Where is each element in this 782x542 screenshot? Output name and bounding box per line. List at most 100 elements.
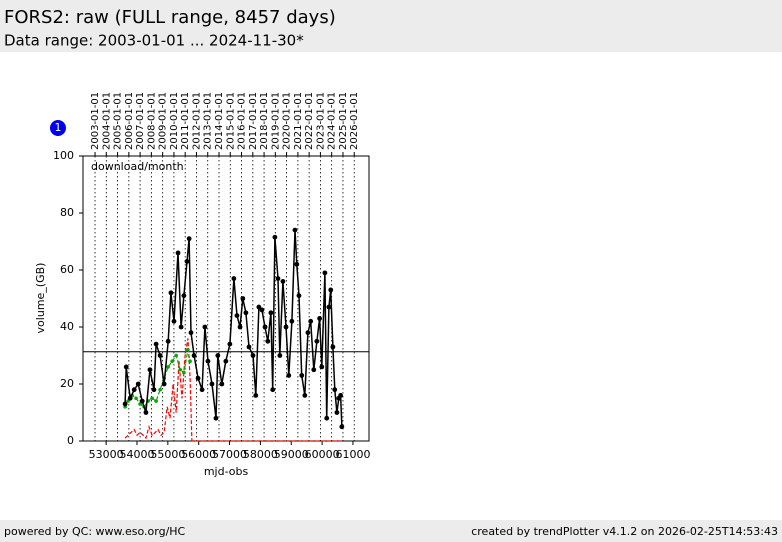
top-tick-label: 2019-01-01: [270, 92, 281, 150]
page-subtitle: Data range: 2003-01-01 ... 2024-11-30*: [4, 32, 304, 50]
series-point: [213, 415, 219, 421]
series-point: [188, 359, 192, 364]
top-tick-label: 2023-01-01: [315, 92, 326, 150]
series-point: [268, 310, 274, 316]
series-point: [296, 293, 302, 299]
series-point: [314, 338, 320, 344]
top-tick-label: 2021-01-01: [293, 92, 304, 150]
series-point: [134, 396, 138, 401]
y-tick-label: 80: [60, 206, 74, 219]
series-point: [302, 393, 308, 398]
series-point: [283, 324, 289, 330]
series-point: [135, 381, 141, 387]
series-point: [154, 399, 158, 403]
top-tick-label: 2005-01-01: [113, 92, 124, 150]
top-tick-label: 2024-01-01: [327, 92, 338, 150]
series-point: [150, 396, 154, 401]
top-tick-label: 2016-01-01: [237, 92, 248, 150]
page-title: FORS2: raw (FULL range, 8457 days): [4, 7, 336, 28]
series-point: [250, 353, 256, 358]
series-point: [147, 367, 153, 373]
series-point: [256, 304, 262, 310]
x-tick-label: 55000: [150, 448, 185, 461]
series-point: [227, 341, 233, 347]
series-point: [265, 338, 271, 344]
annotation: download/month: [91, 160, 184, 173]
series-point: [338, 393, 344, 398]
series-point: [215, 353, 221, 358]
series-point: [240, 296, 246, 301]
series-point: [292, 227, 298, 233]
series-point: [174, 353, 178, 358]
badge-label[interactable]: 1: [55, 121, 62, 134]
series-point: [223, 358, 229, 364]
series-point: [231, 276, 237, 281]
series-point: [332, 387, 338, 393]
top-tick-label: 2013-01-01: [203, 92, 214, 150]
series-point: [272, 234, 278, 240]
series-line: [124, 338, 342, 442]
top-tick-label: 2025-01-01: [338, 92, 349, 150]
top-tick-label: 2022-01-01: [304, 92, 315, 150]
series-point: [246, 344, 252, 350]
x-tick-label: 56000: [181, 448, 216, 461]
series-point: [270, 387, 276, 393]
series-point: [234, 313, 240, 318]
series-point: [311, 367, 317, 373]
top-tick-label: 2007-01-01: [135, 92, 146, 150]
top-tick-label: 2026-01-01: [349, 92, 360, 150]
series-point: [175, 250, 181, 256]
series-point: [205, 358, 211, 364]
top-tick-label: 2008-01-01: [146, 92, 157, 150]
footer-band: [0, 520, 782, 542]
series-point: [259, 307, 265, 313]
series-point: [123, 364, 129, 370]
top-tick-label: 2003-01-01: [90, 92, 101, 150]
footer-right: created by trendPlotter v4.1.2 on 2026-0…: [471, 525, 778, 538]
series-point: [299, 373, 305, 378]
series-point: [127, 395, 133, 401]
series-point: [209, 381, 215, 387]
series-point: [171, 318, 177, 324]
series-point: [165, 338, 171, 344]
series-point: [191, 353, 197, 358]
series-point: [161, 381, 167, 387]
top-tick-label: 2015-01-01: [225, 92, 236, 150]
series-point: [181, 293, 187, 299]
series-point: [166, 365, 170, 369]
series-point: [334, 410, 340, 415]
y-axis-label: volume_(GB): [34, 263, 47, 334]
y-tick-label: 40: [60, 320, 74, 333]
x-tick-label: 57000: [212, 448, 247, 461]
top-tick-label: 2017-01-01: [248, 92, 259, 150]
series-point: [277, 353, 283, 358]
x-tick-label: 60000: [305, 448, 340, 461]
top-tick-label: 2004-01-01: [101, 92, 112, 150]
series-point: [275, 276, 281, 281]
series-point: [186, 236, 192, 242]
series-line: [124, 230, 343, 427]
series-point: [178, 367, 182, 372]
x-axis-label: mjd-obs: [204, 465, 249, 478]
x-tick-label: 54000: [119, 448, 154, 461]
top-tick-label: 2020-01-01: [282, 92, 293, 150]
footer-left: powered by QC: www.eso.org/HC: [4, 525, 186, 538]
series-point: [184, 259, 190, 264]
top-tick-label: 2014-01-01: [214, 92, 225, 150]
series-point: [131, 387, 137, 393]
y-tick-label: 60: [60, 263, 74, 276]
series-point: [188, 330, 194, 336]
badge[interactable]: [50, 120, 66, 136]
series-point: [202, 324, 208, 330]
series-point: [317, 316, 323, 321]
series-point: [305, 330, 311, 336]
series-point: [294, 261, 300, 267]
series-point: [319, 364, 325, 370]
series-point: [280, 279, 286, 284]
series-point: [330, 344, 336, 350]
top-tick-label: 2010-01-01: [169, 92, 180, 150]
series-point: [286, 373, 292, 378]
series-point: [151, 387, 157, 393]
x-tick-label: 58000: [243, 448, 278, 461]
series-point: [178, 324, 184, 330]
